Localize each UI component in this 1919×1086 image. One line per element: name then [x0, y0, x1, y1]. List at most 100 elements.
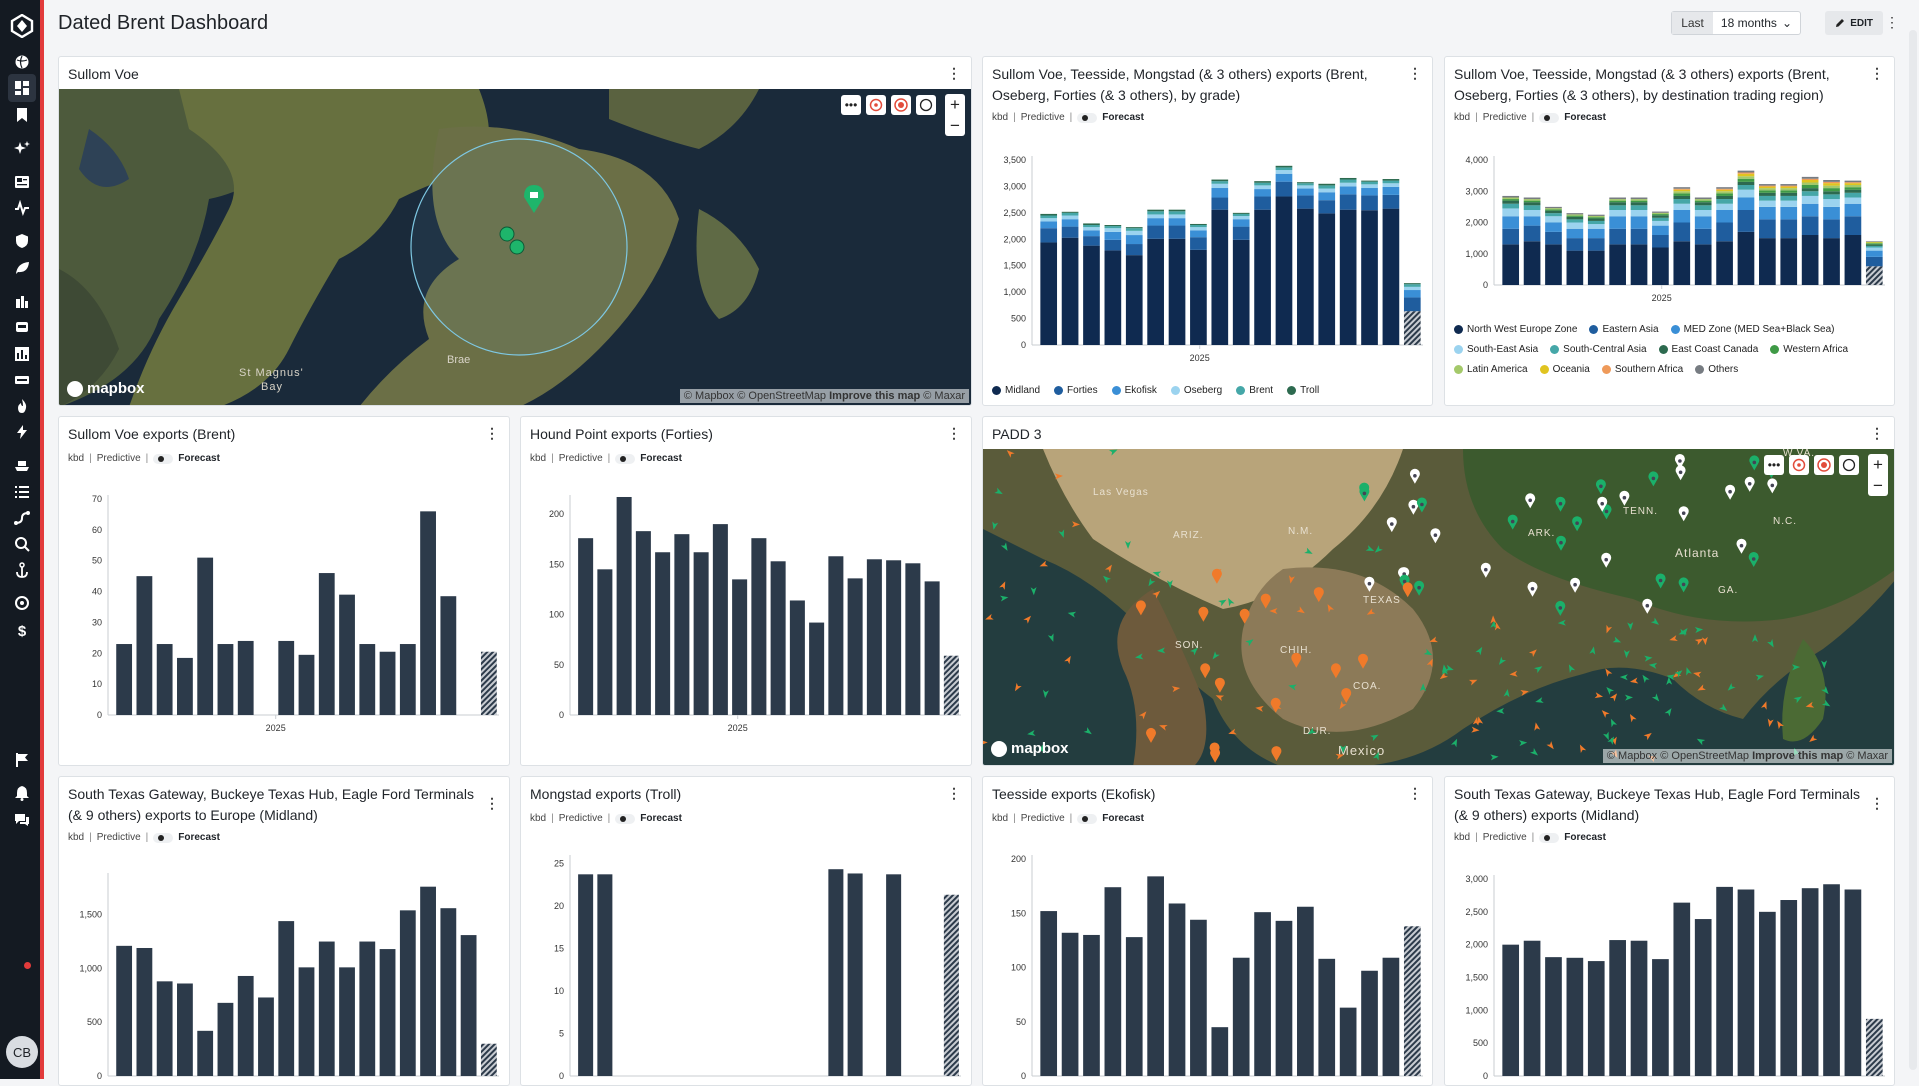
legend-item[interactable]: Latin America [1454, 364, 1528, 375]
teesside-ekofisk-panel: Teesside exports (Ekofisk) ⋮ kbd | Predict… [982, 776, 1433, 1086]
forecast-toggle[interactable] [1539, 112, 1560, 123]
y-tick-label: 25 [554, 858, 564, 868]
map-more-button[interactable]: ••• [841, 95, 861, 115]
improve-map-link[interactable]: Improve this map [829, 390, 921, 402]
panel-title: Hound Point exports (Forties) [530, 426, 713, 442]
forecast-toggle[interactable] [1539, 832, 1560, 843]
bar-segment [1232, 213, 1250, 217]
legend-item[interactable]: North West Europe Zone [1454, 324, 1577, 335]
bar [886, 874, 902, 1076]
map-target-button[interactable] [866, 95, 886, 115]
panel-menu-icon[interactable]: ⋮ [1870, 795, 1884, 811]
bookmark-icon[interactable] [12, 105, 32, 125]
panel-menu-icon[interactable]: ⋮ [1870, 65, 1884, 81]
range-dropdown[interactable]: 18 months ⌄ [1713, 12, 1800, 34]
edit-button[interactable]: EDIT [1825, 11, 1883, 35]
panel-menu-icon[interactable]: ⋮ [485, 795, 499, 811]
attribution-mapbox-link[interactable]: © Mapbox [683, 390, 735, 402]
zoom-out-button[interactable]: − [950, 115, 960, 135]
zoom-in-button[interactable]: + [1873, 454, 1883, 474]
leaf-icon[interactable] [12, 258, 32, 278]
bar-segment [1652, 212, 1669, 215]
news-icon[interactable] [12, 172, 32, 192]
attribution-maxar-link[interactable]: © Maxar [923, 390, 965, 402]
lng-icon[interactable] [12, 370, 32, 390]
forecast-toggle[interactable] [1077, 112, 1098, 123]
panel-menu-icon[interactable]: ⋮ [947, 425, 961, 441]
list-icon[interactable] [12, 482, 32, 502]
improve-map-link[interactable]: Improve this map [1752, 750, 1844, 762]
flag-icon[interactable] [12, 750, 32, 770]
forecast-toggle[interactable] [1077, 813, 1098, 824]
panel-menu-icon[interactable]: ⋮ [947, 65, 961, 81]
map-radius-button[interactable] [1814, 455, 1834, 475]
zoom-in-button[interactable]: + [950, 94, 960, 114]
legend-item[interactable]: Southern Africa [1601, 364, 1683, 375]
activity-icon[interactable] [12, 198, 32, 218]
chat-icon[interactable] [12, 810, 32, 830]
route-icon[interactable] [12, 508, 32, 528]
refinery-icon[interactable] [12, 291, 32, 311]
map-radius-button[interactable] [891, 95, 911, 115]
bell-icon[interactable] [12, 783, 32, 803]
panel-menu-icon[interactable]: ⋮ [947, 785, 961, 801]
padd3-map[interactable]: Las Vegas ARIZ. N.M. TEXAS SON. CHIH. CO… [983, 448, 1894, 765]
dollar-icon[interactable]: $ [12, 620, 32, 640]
legend-item[interactable]: MED Zone (MED Sea+Black Sea) [1670, 324, 1834, 335]
legend-item[interactable]: East Coast Canada [1658, 344, 1758, 355]
map-target-button[interactable] [1789, 455, 1809, 475]
oil-icon[interactable] [12, 317, 32, 337]
legend-item[interactable]: Western Africa [1770, 344, 1848, 355]
vessel-marker [1000, 542, 1008, 551]
map-circle-button[interactable] [916, 95, 936, 115]
legend-item[interactable]: Ekofisk [1111, 385, 1157, 396]
map-more-button[interactable]: ••• [1764, 455, 1784, 475]
legend-item[interactable]: Eastern Asia [1589, 324, 1659, 335]
legend-item[interactable]: Oseberg [1170, 385, 1222, 396]
flame-icon[interactable] [12, 396, 32, 416]
shield-icon[interactable] [12, 231, 32, 251]
forecast-toggle[interactable] [153, 453, 174, 464]
map-circle-button[interactable] [1839, 455, 1859, 475]
attribution-maxar-link[interactable]: © Maxar [1846, 750, 1888, 762]
legend-item[interactable]: Oceania [1539, 364, 1590, 375]
legend-item[interactable]: Others [1695, 364, 1738, 375]
forecast-toggle[interactable] [615, 453, 636, 464]
vessel-search-icon[interactable] [12, 534, 32, 554]
bar-chart-icon[interactable] [12, 344, 32, 364]
anchor-icon[interactable] [12, 560, 32, 580]
terminal-pin-icon [1736, 538, 1747, 554]
more-options-icon[interactable]: ⋮ [1885, 14, 1899, 30]
panel-menu-icon[interactable]: ⋮ [1870, 425, 1884, 441]
forecast-toggle[interactable] [153, 832, 174, 843]
panel-menu-icon[interactable]: ⋮ [1408, 65, 1422, 81]
app-logo-icon[interactable] [10, 14, 34, 38]
panel-menu-icon[interactable]: ⋮ [1408, 785, 1422, 801]
y-tick-label: 100 [549, 610, 564, 620]
panel-menu-icon[interactable]: ⋮ [485, 425, 499, 441]
bolt-icon[interactable] [12, 422, 32, 442]
bar-segment [1844, 189, 1862, 193]
sullom-voe-map[interactable]: St Magnus' Bay Brae ••• + − mapbox © Map… [59, 89, 971, 405]
legend-item[interactable]: South-Central Asia [1550, 344, 1647, 355]
bar-segment [1630, 202, 1648, 206]
time-range-selector[interactable]: Last 18 months ⌄ [1671, 11, 1801, 35]
zoom-out-button[interactable]: − [1873, 475, 1883, 495]
analytics-icon[interactable] [12, 593, 32, 613]
attribution-osm-link[interactable]: © OpenStreetMap [1660, 750, 1750, 762]
ship-icon[interactable] [12, 455, 32, 475]
forecast-toggle[interactable] [615, 813, 636, 824]
legend-item[interactable]: Forties [1054, 385, 1098, 396]
page-scrollbar[interactable] [1909, 30, 1917, 1070]
dashboard-icon[interactable] [8, 74, 36, 102]
attribution-mapbox-link[interactable]: © Mapbox [1606, 750, 1658, 762]
sparkle-icon[interactable] [12, 138, 32, 158]
legend-item[interactable]: South-East Asia [1454, 344, 1538, 355]
legend-item[interactable]: Midland [992, 385, 1040, 396]
attribution-osm-link[interactable]: © OpenStreetMap [737, 390, 827, 402]
vessel-marker [1696, 738, 1706, 746]
legend-item[interactable]: Troll [1287, 385, 1319, 396]
legend-item[interactable]: Brent [1236, 385, 1273, 396]
globe-icon[interactable] [12, 52, 32, 72]
user-avatar[interactable]: CB [6, 1036, 38, 1068]
